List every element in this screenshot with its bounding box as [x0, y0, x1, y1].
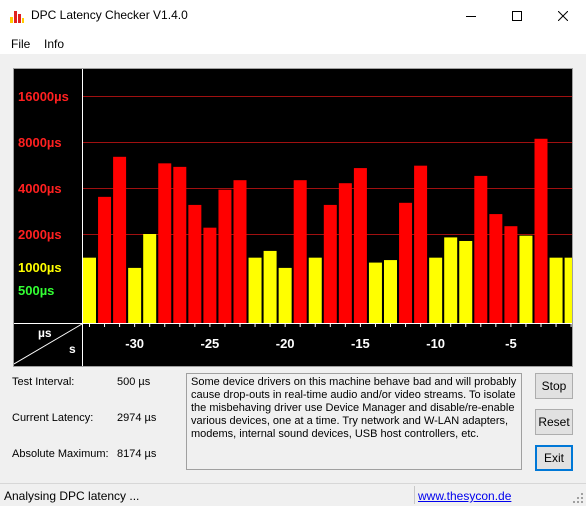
menu-bar: File Info — [0, 31, 586, 55]
axis-corner-divider — [14, 323, 83, 365]
latency-bar — [429, 257, 443, 323]
latency-bar — [384, 260, 397, 323]
resize-grip-icon[interactable] — [572, 492, 584, 504]
latency-bar — [549, 257, 563, 323]
latency-bar — [188, 204, 202, 323]
status-text: Analysing DPC latency ... — [4, 489, 140, 503]
latency-bar — [158, 163, 172, 323]
test-interval-value: 500 µs — [117, 376, 151, 388]
x-tick-label: -25 — [201, 336, 220, 351]
latency-bar — [113, 156, 127, 323]
latency-bar — [564, 257, 572, 323]
latency-bar — [263, 250, 277, 323]
latency-bar — [323, 204, 337, 323]
y-tick-label: 4000µs — [18, 181, 62, 196]
latency-bar — [399, 202, 413, 323]
y-tick-label: 16000µs — [18, 89, 69, 104]
latency-bar — [83, 257, 96, 323]
latency-bar — [519, 235, 533, 323]
maximize-button[interactable] — [494, 0, 540, 31]
latency-bar — [128, 267, 142, 323]
exit-button[interactable]: Exit — [535, 445, 573, 471]
latency-chart: 16000µs 8000µs 4000µs 2000µs 1000µs 500µs -30 -… — [13, 68, 573, 367]
window-title: DPC Latency Checker V1.4.0 — [31, 8, 188, 22]
latency-bar — [353, 168, 367, 323]
status-divider — [414, 486, 415, 504]
status-bar: Analysing DPC latency ... www.thesycon.d… — [0, 483, 586, 506]
current-latency-label: Current Latency: — [12, 412, 94, 424]
latency-bar — [218, 189, 232, 323]
latency-bar — [414, 165, 428, 323]
latency-bar — [368, 262, 382, 323]
menu-file[interactable]: File — [11, 37, 31, 51]
title-bar: DPC Latency Checker V1.4.0 — [0, 0, 586, 31]
x-tick-label: -15 — [351, 336, 370, 351]
maximize-icon — [512, 10, 522, 21]
info-message: Some device drivers on this machine beha… — [186, 373, 522, 470]
latency-bar — [248, 257, 262, 323]
latency-chart-svg: 16000µs 8000µs 4000µs 2000µs 1000µs 500µs -30 -… — [14, 69, 572, 366]
latency-bar — [203, 227, 217, 323]
latency-bar — [293, 180, 307, 323]
stop-button[interactable]: Stop — [535, 373, 573, 399]
website-link[interactable]: www.thesycon.de — [418, 489, 512, 503]
y-tick-label: 1000µs — [18, 260, 62, 275]
latency-bar — [98, 196, 112, 323]
x-tick-label: -5 — [505, 336, 517, 351]
latency-bar — [534, 138, 548, 323]
close-button[interactable] — [540, 0, 586, 31]
latency-bar — [489, 214, 503, 323]
latency-bar — [444, 237, 458, 323]
latency-bar — [474, 175, 488, 323]
latency-bar — [338, 183, 352, 323]
y-tick-label: 8000µs — [18, 135, 62, 150]
x-tick-label: -30 — [125, 336, 144, 351]
menu-info[interactable]: Info — [44, 37, 65, 51]
y-tick-label: 2000µs — [18, 227, 62, 242]
current-latency-value: 2974 µs — [117, 412, 157, 424]
app-icon — [10, 11, 24, 23]
latency-bar — [143, 234, 157, 323]
latency-bar — [504, 226, 518, 323]
latency-bar — [308, 257, 322, 323]
minimize-button[interactable] — [448, 0, 494, 31]
x-tick-label: -10 — [426, 336, 445, 351]
y-tick-label: 500µs — [18, 283, 54, 298]
latency-bar — [233, 180, 247, 323]
axis-corner-x-unit: s — [69, 342, 76, 356]
close-icon — [558, 10, 568, 21]
x-tick-label: -20 — [276, 336, 295, 351]
absolute-maximum-value: 8174 µs — [117, 448, 157, 460]
minimize-icon — [466, 15, 476, 17]
axis-corner-y-unit: µs — [38, 326, 52, 340]
latency-bar — [459, 240, 473, 323]
latency-bar — [173, 166, 187, 323]
absolute-maximum-label: Absolute Maximum: — [12, 448, 109, 460]
test-interval-label: Test Interval: — [12, 376, 75, 388]
reset-button[interactable]: Reset — [535, 409, 573, 435]
latency-bar — [278, 267, 292, 323]
